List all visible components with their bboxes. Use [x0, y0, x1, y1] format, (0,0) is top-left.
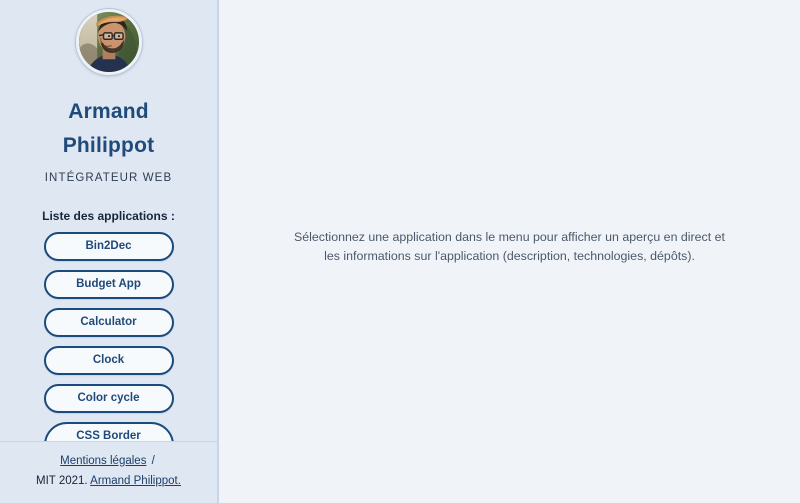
- footer-license-line: MIT 2021. Armand Philippot.: [10, 471, 207, 491]
- app-list-label: Liste des applications :: [42, 209, 175, 223]
- job-title: INTÉGRATEUR WEB: [44, 172, 173, 184]
- avatar: [75, 9, 142, 75]
- license-label: MIT: [36, 475, 56, 487]
- footer-separator: /: [151, 455, 155, 467]
- last-name: Philippot: [62, 134, 155, 157]
- app-button-calculator[interactable]: Calculator: [43, 308, 174, 337]
- app-button-css-border-previewer[interactable]: CSS Border Previewer: [43, 422, 174, 441]
- sidebar-footer: Mentions légales / MIT 2021. Armand Phil…: [0, 441, 217, 503]
- legal-notice-link[interactable]: Mentions légales: [60, 455, 147, 467]
- app-button-budget-app[interactable]: Budget App: [43, 270, 174, 299]
- app-button-bin2dec[interactable]: Bin2Dec: [43, 232, 174, 261]
- main-content: Sélectionnez une application dans le men…: [219, 0, 800, 503]
- sidebar: Armand Philippot INTÉGRATEUR WEB Liste d…: [0, 0, 219, 503]
- app-button-clock[interactable]: Clock: [43, 346, 174, 375]
- user-avatar-photo-icon: [78, 12, 139, 72]
- empty-state-message: Sélectionnez une application dans le men…: [294, 230, 725, 263]
- first-name: Armand: [68, 100, 149, 123]
- app-list: Bin2Dec Budget App Calculator Clock Colo…: [0, 232, 217, 441]
- sidebar-scroll-area[interactable]: Armand Philippot INTÉGRATEUR WEB Liste d…: [0, 0, 217, 441]
- page-title: Armand Philippot: [63, 95, 155, 163]
- copyright-year: 2021.: [58, 475, 88, 487]
- author-link[interactable]: Armand Philippot.: [90, 475, 181, 487]
- app-button-color-cycle[interactable]: Color cycle: [43, 384, 174, 413]
- footer-legal-line: Mentions légales /: [10, 451, 207, 471]
